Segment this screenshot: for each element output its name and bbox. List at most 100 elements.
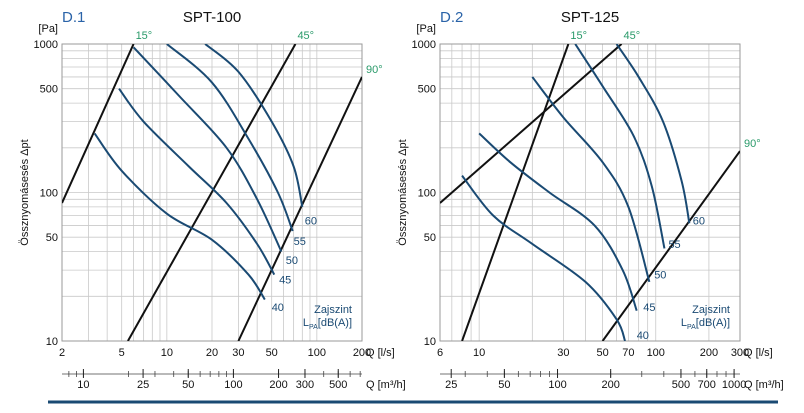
- x-tick-label: 10: [473, 347, 485, 359]
- x-tick-label: 70: [622, 347, 634, 359]
- noise-curve-label: 40: [272, 302, 284, 314]
- damper-line-45deg: [440, 44, 623, 204]
- y-tick-label: 50: [46, 232, 58, 244]
- noise-curve-label: 60: [693, 215, 705, 227]
- noise-legend-subscript: PA: [309, 324, 318, 331]
- x2-tick-label: 50: [182, 379, 194, 391]
- y-unit-label: [Pa]: [38, 23, 58, 35]
- damper-angle-label: 15°: [570, 30, 587, 42]
- x-tick-label: 50: [266, 347, 278, 359]
- x-tick-label: 300: [731, 347, 749, 359]
- y-tick-label: 500: [418, 84, 436, 96]
- noise-curve-label: 45: [279, 274, 291, 286]
- y-tick-label: 1000: [412, 39, 436, 51]
- damper-line-45deg: [127, 44, 297, 341]
- damper-angle-label: 15°: [136, 30, 153, 42]
- y-axis-label: Össznyomásesés Δpt: [19, 139, 31, 245]
- noise-curve-label: 50: [286, 255, 298, 267]
- y-tick-label: 100: [40, 188, 58, 200]
- damper-angle-label: 45°: [624, 30, 641, 42]
- plot-area: [440, 44, 740, 341]
- noise-curve-label: 40: [637, 330, 649, 342]
- x-tick-label: 6: [437, 347, 443, 359]
- damper-angle-label: 45°: [297, 30, 314, 42]
- x2-tick-label: 500: [329, 379, 347, 391]
- x-axis-label: Q [l/s]: [366, 347, 395, 359]
- chart-spt-100: D.1 SPT-100 [Pa] Össznyomásesés Δpt 10 50 100 5…: [19, 9, 406, 391]
- grid: [439, 43, 741, 342]
- noise-legend-unit: LPA[dB(A)]: [303, 317, 352, 331]
- noise-legend-unit: LPA[dB(A)]: [681, 317, 730, 331]
- panel-code: D.2: [440, 9, 463, 26]
- panel-code: D.1: [62, 9, 85, 26]
- x2-tick-label: 50: [498, 379, 510, 391]
- noise-curve-label: 45: [643, 302, 655, 314]
- noise-curve-50: [531, 76, 651, 283]
- noise-curve-label: 55: [294, 236, 306, 248]
- x-tick-label: 200: [353, 347, 371, 359]
- x2-tick-label: 10: [77, 379, 89, 391]
- x2-tick-label: 200: [269, 379, 287, 391]
- noise-curve-label: 55: [668, 239, 680, 251]
- noise-legend-title: Zajszint: [692, 304, 730, 316]
- y-tick-label: 100: [418, 188, 436, 200]
- y-tick-label: 50: [424, 232, 436, 244]
- x2-axis-label: Q [m³/h]: [744, 379, 784, 391]
- noise-curve-60: [615, 44, 691, 224]
- noise-legend-symbol: L: [681, 317, 687, 329]
- y-axis-label: Össznyomásesés Δpt: [397, 139, 409, 245]
- noise-legend-dba: [dB(A)]: [696, 317, 730, 329]
- y-tick-label: 500: [40, 84, 58, 96]
- damper-angle-label: 90°: [366, 64, 383, 76]
- x-tick-label: 10: [161, 347, 173, 359]
- x-axis-label: Q [l/s]: [744, 347, 773, 359]
- noise-legend-dba: [dB(A)]: [318, 317, 352, 329]
- noise-curve-60: [204, 44, 304, 208]
- damper-line-15deg: [461, 44, 570, 341]
- noise-curve-label: 60: [305, 215, 317, 227]
- y-tick-label: 1000: [34, 39, 58, 51]
- noise-curve-55: [166, 44, 294, 232]
- x2-tick-label: 100: [224, 379, 242, 391]
- plot-frame: [61, 43, 363, 342]
- x-tick-label: 200: [700, 347, 718, 359]
- x-tick-label: 100: [308, 347, 326, 359]
- x2-tick-label: 25: [445, 379, 457, 391]
- chart-title: SPT-100: [183, 9, 241, 26]
- noise-curve-45: [118, 88, 276, 276]
- x2-tick-label: 1000: [722, 379, 746, 391]
- x-tick-label: 50: [596, 347, 608, 359]
- y-tick-label: 10: [424, 336, 436, 348]
- damper-line-15deg: [62, 44, 135, 204]
- noise-curve-50: [132, 46, 283, 253]
- x-tick-label: 2: [59, 347, 65, 359]
- noise-curve-55: [574, 44, 666, 249]
- noise-curve-45: [478, 132, 638, 312]
- noise-legend-symbol: L: [303, 317, 309, 329]
- x-tick-label: 30: [232, 347, 244, 359]
- plot-frame: [439, 43, 741, 342]
- x2-tick-label: 100: [548, 379, 566, 391]
- noise-legend-subscript: PA: [687, 324, 696, 331]
- damper-line-90deg: [237, 76, 362, 341]
- chart-title: SPT-125: [561, 9, 619, 26]
- plot-area: [62, 44, 362, 341]
- x2-tick-label: 700: [698, 379, 716, 391]
- chart-spt-125: D.2 SPT-125 [Pa] Össznyomásesés Δpt 10 50 100 5…: [397, 9, 784, 391]
- x2-axis-label: Q [m³/h]: [366, 379, 406, 391]
- damper-line-90deg: [601, 150, 740, 341]
- x2-tick-label: 200: [601, 379, 619, 391]
- damper-angle-label: 90°: [744, 138, 761, 150]
- x2-tick-label: 500: [672, 379, 690, 391]
- x-tick-label: 100: [647, 347, 665, 359]
- noise-curve-label: 50: [654, 270, 666, 282]
- noise-legend-title: Zajszint: [314, 304, 352, 316]
- x-tick-label: 5: [119, 347, 125, 359]
- noise-curve-40: [93, 132, 266, 301]
- x2-tick-label: 300: [296, 379, 314, 391]
- noise-curve-40: [461, 174, 626, 341]
- y-tick-label: 10: [46, 336, 58, 348]
- x-tick-label: 20: [206, 347, 218, 359]
- x2-tick-label: 25: [137, 379, 149, 391]
